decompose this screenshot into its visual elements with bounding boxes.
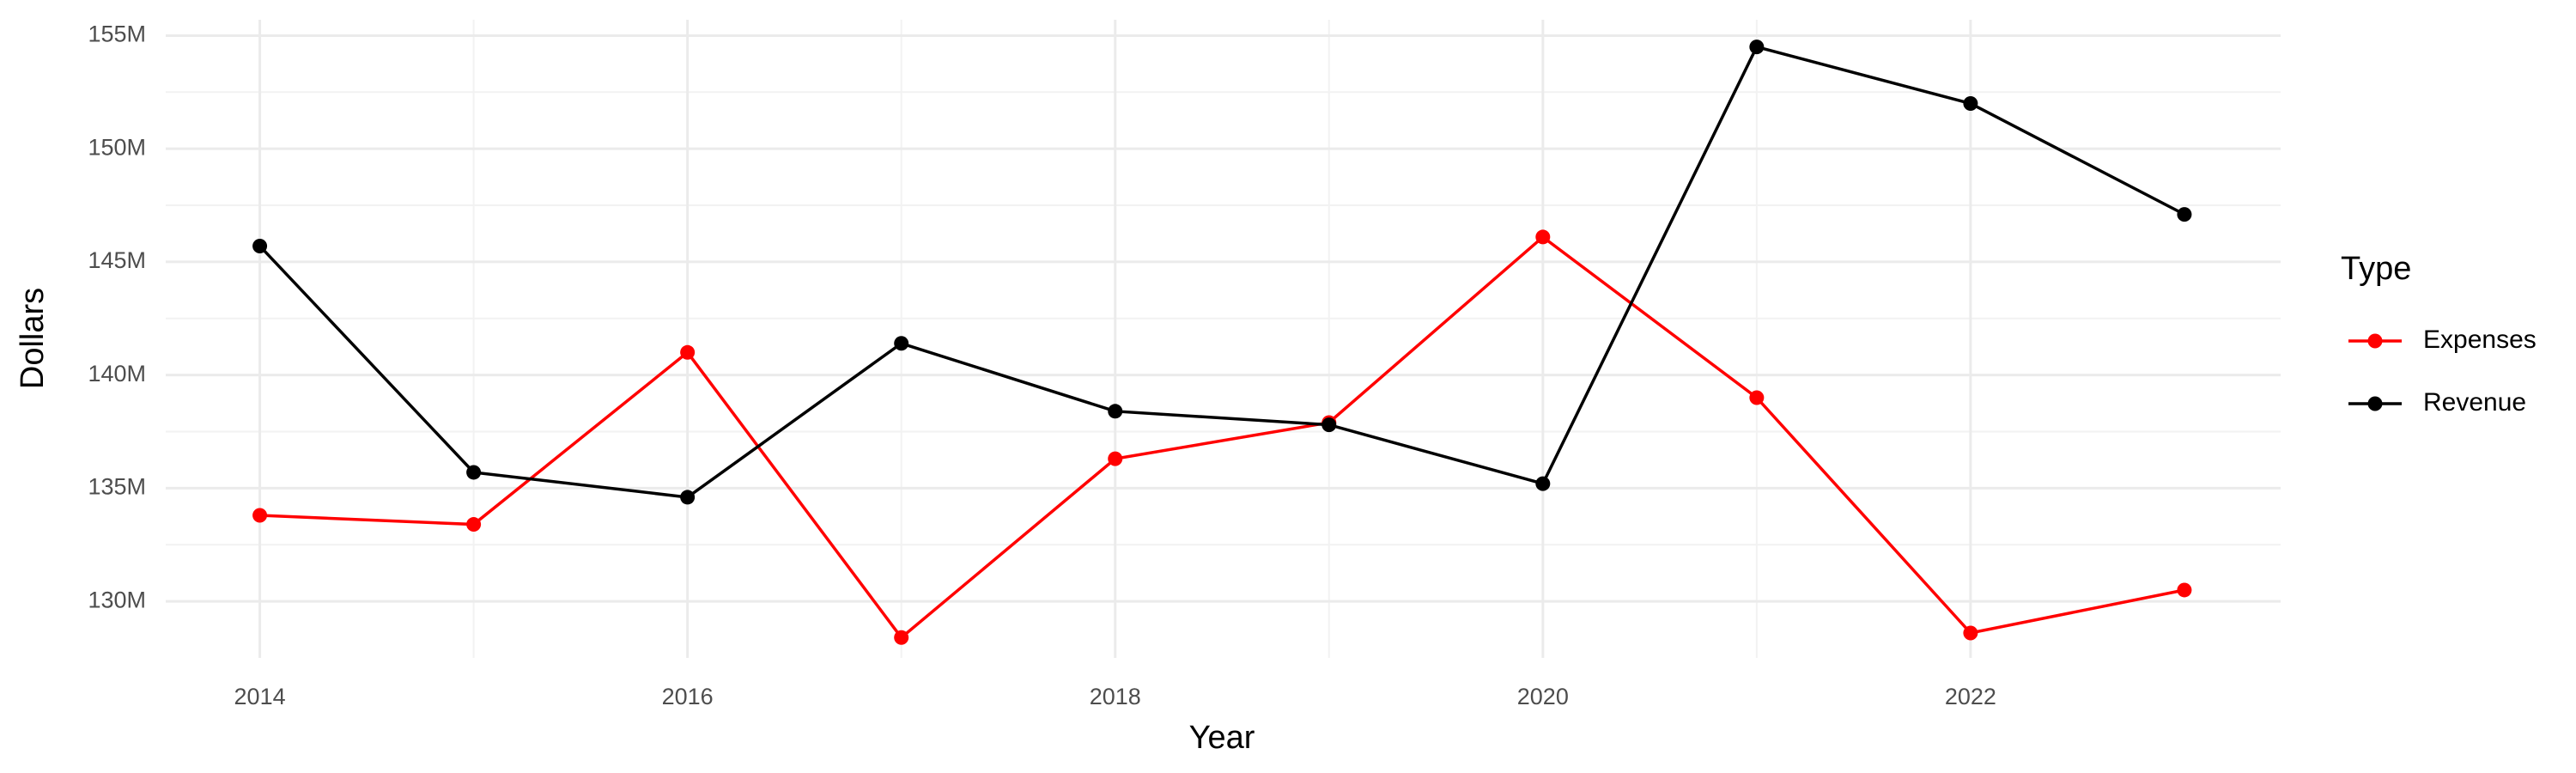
x-tick-label: 2020 — [1517, 684, 1569, 709]
data-point — [1749, 40, 1765, 55]
data-point — [1535, 229, 1551, 245]
legend-key-point — [2367, 333, 2383, 349]
data-point — [466, 465, 482, 480]
y-axis-title: Dollars — [15, 288, 51, 389]
y-tick-label: 145M — [88, 247, 146, 273]
x-tick-label: 2018 — [1090, 684, 1141, 709]
data-point — [2177, 207, 2192, 222]
data-point — [1963, 625, 1978, 641]
legend-label: Revenue — [2423, 388, 2526, 417]
data-point — [894, 336, 909, 351]
legend-title: Type — [2341, 251, 2411, 287]
data-point — [1321, 417, 1337, 433]
data-point — [252, 238, 268, 253]
x-axis-title: Year — [1189, 720, 1255, 756]
data-point — [1108, 404, 1123, 419]
grid — [166, 20, 2281, 658]
legend-key-point — [2367, 396, 2383, 411]
data-point — [680, 490, 696, 505]
x-tick-label: 2022 — [1945, 684, 1996, 709]
y-tick-label: 155M — [88, 21, 146, 47]
series-line — [259, 234, 2185, 640]
data-point — [2177, 582, 2192, 598]
y-tick-label: 150M — [88, 134, 146, 160]
y-tick-label: 130M — [88, 587, 146, 612]
data-point — [894, 630, 909, 645]
x-tick-label: 2016 — [662, 684, 714, 709]
x-tick-label: 2014 — [234, 684, 286, 709]
data-point — [1749, 390, 1765, 405]
data-point — [1108, 451, 1123, 466]
y-tick-label: 140M — [88, 361, 146, 386]
series-line — [258, 45, 2185, 499]
legend-label: Expenses — [2423, 326, 2537, 354]
data-point — [1535, 476, 1551, 491]
data-point — [466, 517, 482, 533]
data-point — [1963, 95, 1978, 111]
data-point — [680, 344, 696, 360]
y-tick-label: 135M — [88, 474, 146, 500]
data-point — [252, 508, 268, 523]
